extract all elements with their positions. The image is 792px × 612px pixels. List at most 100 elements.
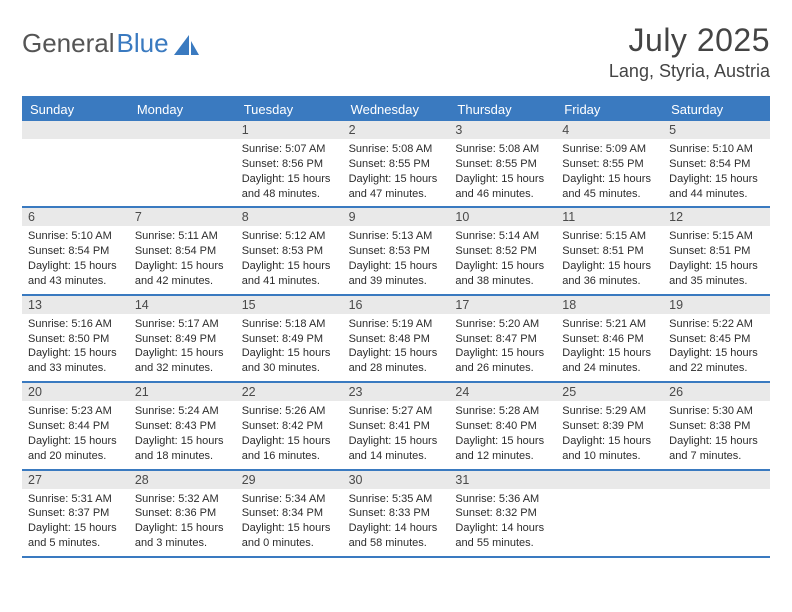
day-number: 3: [449, 121, 556, 139]
day-body: Sunrise: 5:10 AMSunset: 8:54 PMDaylight:…: [22, 226, 129, 293]
day-body: Sunrise: 5:08 AMSunset: 8:55 PMDaylight:…: [449, 139, 556, 206]
logo-text-gray: General: [22, 28, 115, 59]
day-number: 15: [236, 296, 343, 314]
day-number: 31: [449, 471, 556, 489]
calendar-week: 13Sunrise: 5:16 AMSunset: 8:50 PMDayligh…: [22, 296, 770, 383]
dow-cell: Tuesday: [236, 98, 343, 121]
day-number: 28: [129, 471, 236, 489]
sunrise-text: Sunrise: 5:13 AM: [349, 229, 444, 244]
day-body: Sunrise: 5:28 AMSunset: 8:40 PMDaylight:…: [449, 401, 556, 468]
sunset-text: Sunset: 8:47 PM: [455, 332, 550, 347]
day-body: Sunrise: 5:15 AMSunset: 8:51 PMDaylight:…: [663, 226, 770, 293]
calendar-body: ..1Sunrise: 5:07 AMSunset: 8:56 PMDaylig…: [22, 121, 770, 558]
sunrise-text: Sunrise: 5:27 AM: [349, 404, 444, 419]
calendar-day: 5Sunrise: 5:10 AMSunset: 8:54 PMDaylight…: [663, 121, 770, 206]
day-number: 10: [449, 208, 556, 226]
daylight-text: Daylight: 15 hours and 5 minutes.: [28, 521, 123, 551]
day-number: .: [663, 471, 770, 489]
day-body: Sunrise: 5:34 AMSunset: 8:34 PMDaylight:…: [236, 489, 343, 556]
day-number: 20: [22, 383, 129, 401]
day-body: Sunrise: 5:23 AMSunset: 8:44 PMDaylight:…: [22, 401, 129, 468]
calendar-day: 29Sunrise: 5:34 AMSunset: 8:34 PMDayligh…: [236, 471, 343, 556]
daylight-text: Daylight: 14 hours and 58 minutes.: [349, 521, 444, 551]
day-body: Sunrise: 5:15 AMSunset: 8:51 PMDaylight:…: [556, 226, 663, 293]
daylight-text: Daylight: 15 hours and 35 minutes.: [669, 259, 764, 289]
sunset-text: Sunset: 8:54 PM: [135, 244, 230, 259]
daylight-text: Daylight: 15 hours and 18 minutes.: [135, 434, 230, 464]
calendar-week: 27Sunrise: 5:31 AMSunset: 8:37 PMDayligh…: [22, 471, 770, 558]
sunset-text: Sunset: 8:41 PM: [349, 419, 444, 434]
calendar-day: 18Sunrise: 5:21 AMSunset: 8:46 PMDayligh…: [556, 296, 663, 381]
sunrise-text: Sunrise: 5:22 AM: [669, 317, 764, 332]
daylight-text: Daylight: 15 hours and 43 minutes.: [28, 259, 123, 289]
dow-cell: Wednesday: [343, 98, 450, 121]
dow-cell: Saturday: [663, 98, 770, 121]
sunset-text: Sunset: 8:53 PM: [242, 244, 337, 259]
sunset-text: Sunset: 8:39 PM: [562, 419, 657, 434]
calendar-day: 26Sunrise: 5:30 AMSunset: 8:38 PMDayligh…: [663, 383, 770, 468]
sunrise-text: Sunrise: 5:20 AM: [455, 317, 550, 332]
title-block: July 2025 Lang, Styria, Austria: [609, 22, 770, 82]
calendar-day: 14Sunrise: 5:17 AMSunset: 8:49 PMDayligh…: [129, 296, 236, 381]
calendar-day: 9Sunrise: 5:13 AMSunset: 8:53 PMDaylight…: [343, 208, 450, 293]
sunset-text: Sunset: 8:33 PM: [349, 506, 444, 521]
day-number: 12: [663, 208, 770, 226]
calendar-day: 25Sunrise: 5:29 AMSunset: 8:39 PMDayligh…: [556, 383, 663, 468]
day-number: 17: [449, 296, 556, 314]
day-body: Sunrise: 5:13 AMSunset: 8:53 PMDaylight:…: [343, 226, 450, 293]
calendar-day: 6Sunrise: 5:10 AMSunset: 8:54 PMDaylight…: [22, 208, 129, 293]
day-number: 22: [236, 383, 343, 401]
sunset-text: Sunset: 8:42 PM: [242, 419, 337, 434]
sunrise-text: Sunrise: 5:11 AM: [135, 229, 230, 244]
dow-cell: Monday: [129, 98, 236, 121]
day-number: 26: [663, 383, 770, 401]
daylight-text: Daylight: 15 hours and 36 minutes.: [562, 259, 657, 289]
day-body: Sunrise: 5:12 AMSunset: 8:53 PMDaylight:…: [236, 226, 343, 293]
calendar-day: 20Sunrise: 5:23 AMSunset: 8:44 PMDayligh…: [22, 383, 129, 468]
daylight-text: Daylight: 15 hours and 45 minutes.: [562, 172, 657, 202]
sunset-text: Sunset: 8:49 PM: [135, 332, 230, 347]
sunrise-text: Sunrise: 5:34 AM: [242, 492, 337, 507]
sunrise-text: Sunrise: 5:28 AM: [455, 404, 550, 419]
sunset-text: Sunset: 8:52 PM: [455, 244, 550, 259]
day-body: Sunrise: 5:26 AMSunset: 8:42 PMDaylight:…: [236, 401, 343, 468]
calendar-day: 15Sunrise: 5:18 AMSunset: 8:49 PMDayligh…: [236, 296, 343, 381]
daylight-text: Daylight: 15 hours and 12 minutes.: [455, 434, 550, 464]
calendar-day: 16Sunrise: 5:19 AMSunset: 8:48 PMDayligh…: [343, 296, 450, 381]
calendar-day: 24Sunrise: 5:28 AMSunset: 8:40 PMDayligh…: [449, 383, 556, 468]
sunrise-text: Sunrise: 5:23 AM: [28, 404, 123, 419]
daylight-text: Daylight: 15 hours and 33 minutes.: [28, 346, 123, 376]
calendar-day: 10Sunrise: 5:14 AMSunset: 8:52 PMDayligh…: [449, 208, 556, 293]
daylight-text: Daylight: 15 hours and 47 minutes.: [349, 172, 444, 202]
sunset-text: Sunset: 8:55 PM: [349, 157, 444, 172]
daylight-text: Daylight: 15 hours and 10 minutes.: [562, 434, 657, 464]
day-body: Sunrise: 5:18 AMSunset: 8:49 PMDaylight:…: [236, 314, 343, 381]
day-number: 7: [129, 208, 236, 226]
sunset-text: Sunset: 8:34 PM: [242, 506, 337, 521]
calendar-day: .: [129, 121, 236, 206]
calendar-day: 31Sunrise: 5:36 AMSunset: 8:32 PMDayligh…: [449, 471, 556, 556]
day-body: Sunrise: 5:36 AMSunset: 8:32 PMDaylight:…: [449, 489, 556, 556]
calendar-day: 22Sunrise: 5:26 AMSunset: 8:42 PMDayligh…: [236, 383, 343, 468]
day-body: Sunrise: 5:11 AMSunset: 8:54 PMDaylight:…: [129, 226, 236, 293]
day-body: Sunrise: 5:27 AMSunset: 8:41 PMDaylight:…: [343, 401, 450, 468]
daylight-text: Daylight: 15 hours and 20 minutes.: [28, 434, 123, 464]
sunset-text: Sunset: 8:36 PM: [135, 506, 230, 521]
sunset-text: Sunset: 8:45 PM: [669, 332, 764, 347]
daylight-text: Daylight: 15 hours and 7 minutes.: [669, 434, 764, 464]
daylight-text: Daylight: 15 hours and 44 minutes.: [669, 172, 764, 202]
sunset-text: Sunset: 8:43 PM: [135, 419, 230, 434]
sunset-text: Sunset: 8:51 PM: [669, 244, 764, 259]
daylight-text: Daylight: 15 hours and 26 minutes.: [455, 346, 550, 376]
calendar-day: 11Sunrise: 5:15 AMSunset: 8:51 PMDayligh…: [556, 208, 663, 293]
calendar-day: .: [556, 471, 663, 556]
sunset-text: Sunset: 8:48 PM: [349, 332, 444, 347]
day-body: Sunrise: 5:24 AMSunset: 8:43 PMDaylight:…: [129, 401, 236, 468]
sunset-text: Sunset: 8:55 PM: [562, 157, 657, 172]
sunrise-text: Sunrise: 5:07 AM: [242, 142, 337, 157]
calendar-day: 23Sunrise: 5:27 AMSunset: 8:41 PMDayligh…: [343, 383, 450, 468]
sunrise-text: Sunrise: 5:29 AM: [562, 404, 657, 419]
day-number: .: [129, 121, 236, 139]
sunrise-text: Sunrise: 5:09 AM: [562, 142, 657, 157]
sunset-text: Sunset: 8:37 PM: [28, 506, 123, 521]
